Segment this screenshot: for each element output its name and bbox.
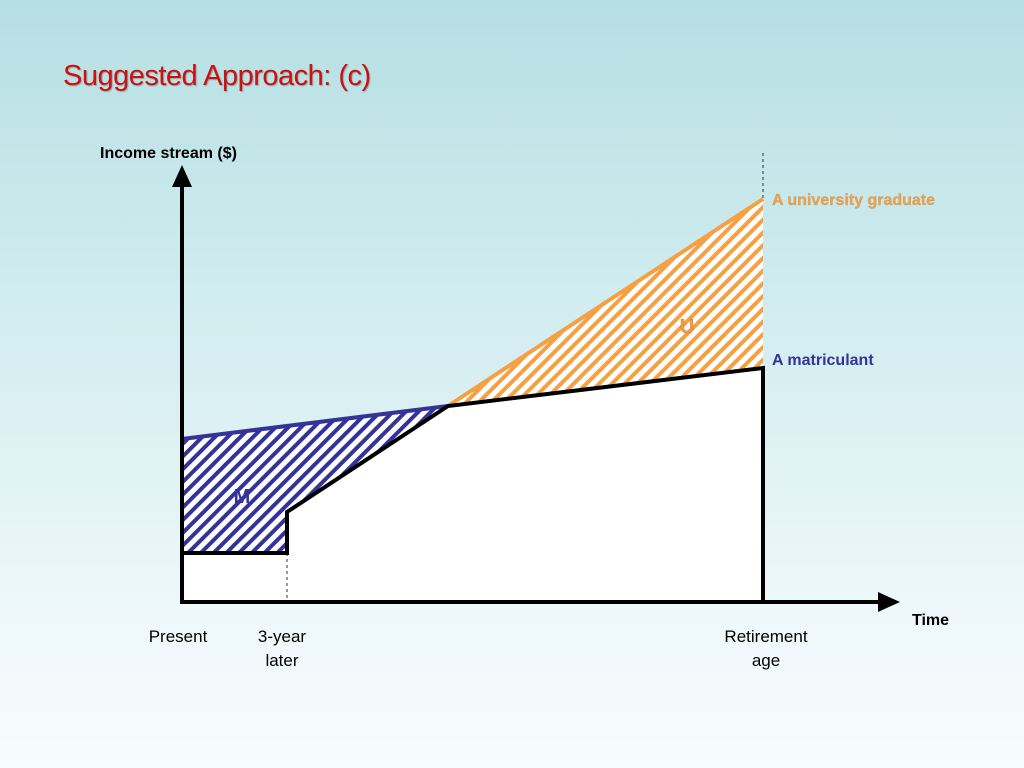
income-path-line — [182, 365, 765, 602]
matriculant-income-line — [181, 404, 449, 441]
region-label-m: M — [234, 486, 251, 508]
tick-label-three-year-line1: 3-year — [258, 627, 307, 646]
region-label-u: U — [680, 316, 694, 338]
y-axis-label: Income stream ($) — [100, 145, 237, 162]
y-axis-arrow — [172, 165, 192, 187]
tick-label-retirement-line1: Retirement — [724, 627, 807, 646]
x-axis-arrow — [878, 592, 900, 612]
matriculant-series-label: A matriculant — [772, 352, 874, 369]
x-axis-label: Time — [912, 612, 949, 629]
tick-label-three-year-line2: later — [265, 651, 298, 670]
matriculant-advantage-region — [182, 406, 448, 553]
graduate-income-line — [446, 197, 765, 408]
base-income-area — [182, 368, 763, 602]
slide-title: Suggested Approach: (c) — [63, 60, 371, 92]
graduate-series-label: A university graduate — [772, 192, 935, 209]
tick-label-present: Present — [149, 627, 208, 646]
tick-label-retirement-line2: age — [752, 651, 780, 670]
